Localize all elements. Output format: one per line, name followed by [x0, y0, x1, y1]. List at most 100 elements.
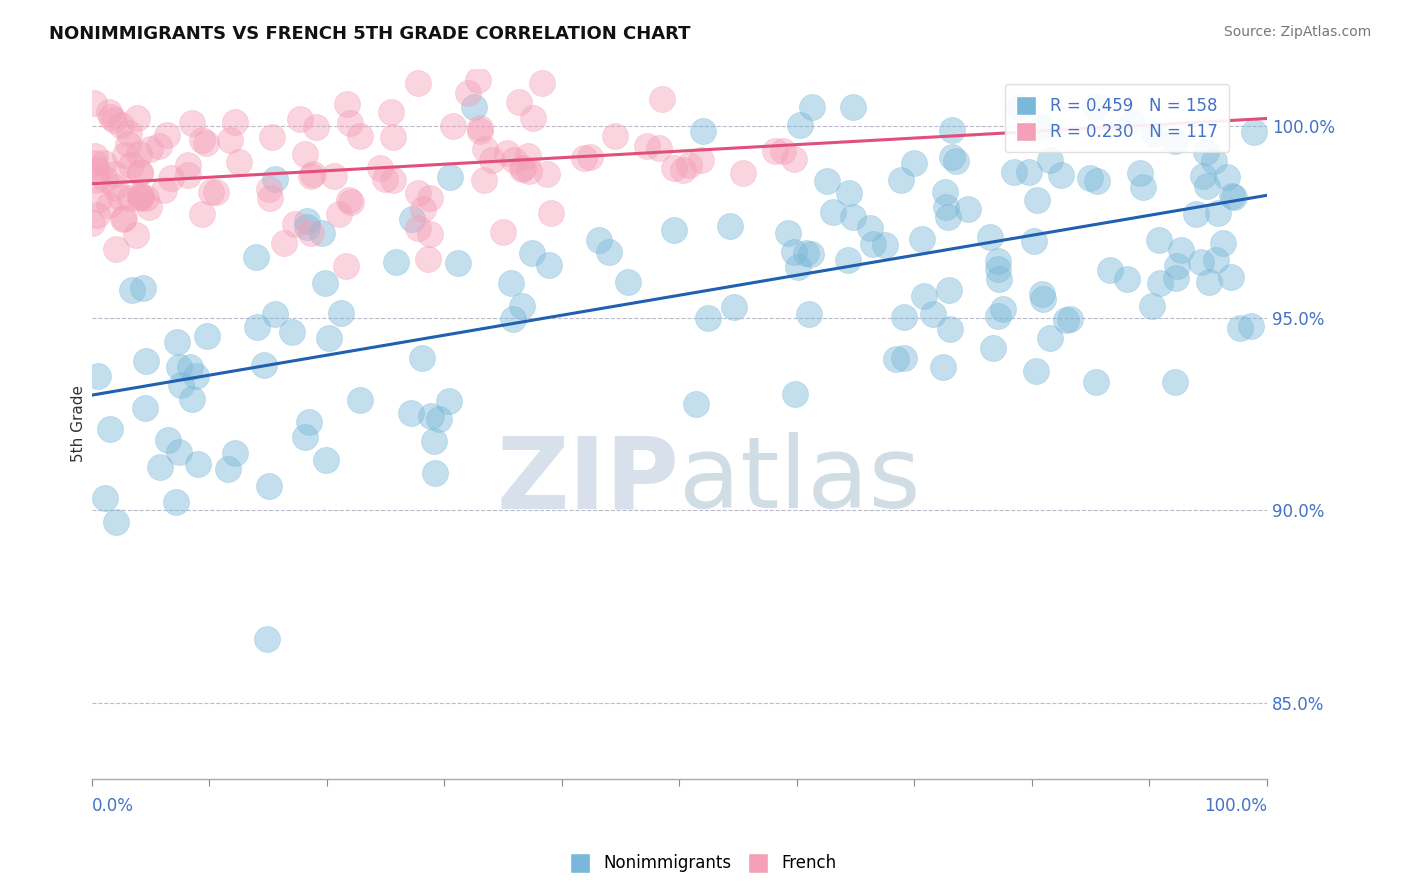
Point [301, 167, 323, 181]
Point [298, 415, 321, 429]
Point [1205, 252, 1227, 267]
Point [941, 123, 963, 137]
Point [776, 226, 799, 240]
Point [496, 146, 519, 161]
Point [1163, 375, 1185, 389]
Point [418, 252, 440, 266]
Point [1202, 153, 1225, 168]
Point [340, 195, 363, 210]
Point [1243, 125, 1265, 139]
Point [191, 207, 214, 221]
Point [911, 232, 934, 246]
Point [1166, 259, 1188, 273]
Point [299, 169, 322, 183]
Point [385, 255, 408, 269]
Point [86, 163, 108, 178]
Point [86, 208, 108, 222]
Point [104, 242, 127, 256]
Point [1039, 330, 1062, 344]
Point [821, 204, 844, 219]
Point [111, 212, 134, 227]
Point [935, 200, 957, 214]
Point [311, 226, 333, 240]
Point [697, 310, 720, 325]
Point [457, 86, 479, 100]
Point [1085, 376, 1108, 390]
Point [104, 515, 127, 529]
Point [1229, 321, 1251, 335]
Point [167, 360, 190, 375]
Point [987, 254, 1010, 268]
Point [297, 220, 319, 235]
Point [411, 351, 433, 365]
Point [956, 202, 979, 216]
Point [988, 271, 1011, 285]
Point [731, 166, 754, 180]
Point [121, 283, 143, 297]
Point [149, 460, 172, 475]
Legend: Nonimmigrants, French: Nonimmigrants, French [562, 847, 844, 880]
Point [132, 281, 155, 295]
Point [195, 136, 218, 151]
Point [763, 144, 786, 158]
Point [1220, 188, 1243, 202]
Text: ZIP: ZIP [496, 433, 679, 529]
Point [1195, 145, 1218, 159]
Point [125, 111, 148, 125]
Point [128, 165, 150, 179]
Point [522, 111, 544, 125]
Point [1143, 127, 1166, 141]
Point [938, 210, 960, 224]
Point [510, 299, 533, 313]
Point [884, 352, 907, 367]
Point [169, 445, 191, 459]
Point [169, 378, 191, 392]
Point [1025, 364, 1047, 378]
Point [1059, 311, 1081, 326]
Point [1206, 206, 1229, 220]
Point [1078, 171, 1101, 186]
Point [110, 119, 132, 133]
Point [815, 174, 838, 188]
Point [574, 151, 596, 165]
Point [98, 422, 121, 436]
Point [1026, 193, 1049, 207]
Point [157, 433, 180, 447]
Point [176, 168, 198, 182]
Point [200, 185, 222, 199]
Point [156, 128, 179, 142]
Point [349, 393, 371, 408]
Point [257, 479, 280, 493]
Point [328, 207, 350, 221]
Point [1024, 234, 1046, 248]
Point [118, 127, 141, 141]
Point [800, 100, 823, 114]
Point [100, 111, 122, 125]
Point [420, 409, 443, 423]
Point [1008, 100, 1031, 114]
Point [1166, 270, 1188, 285]
Point [427, 412, 450, 426]
Point [987, 309, 1010, 323]
Point [470, 123, 492, 137]
Point [1129, 166, 1152, 180]
Point [1049, 169, 1071, 183]
Point [636, 138, 658, 153]
Point [787, 260, 810, 274]
Point [419, 191, 441, 205]
Point [131, 189, 153, 203]
Point [299, 226, 322, 240]
Point [470, 120, 492, 135]
Point [1147, 233, 1170, 247]
Text: Source: ZipAtlas.com: Source: ZipAtlas.com [1223, 25, 1371, 39]
Point [83, 156, 105, 170]
Point [723, 300, 745, 314]
Point [98, 198, 121, 212]
Point [139, 142, 162, 156]
Point [648, 141, 671, 155]
Point [692, 124, 714, 138]
Point [337, 193, 360, 207]
Point [1185, 207, 1208, 221]
Point [1240, 318, 1263, 333]
Point [922, 307, 945, 321]
